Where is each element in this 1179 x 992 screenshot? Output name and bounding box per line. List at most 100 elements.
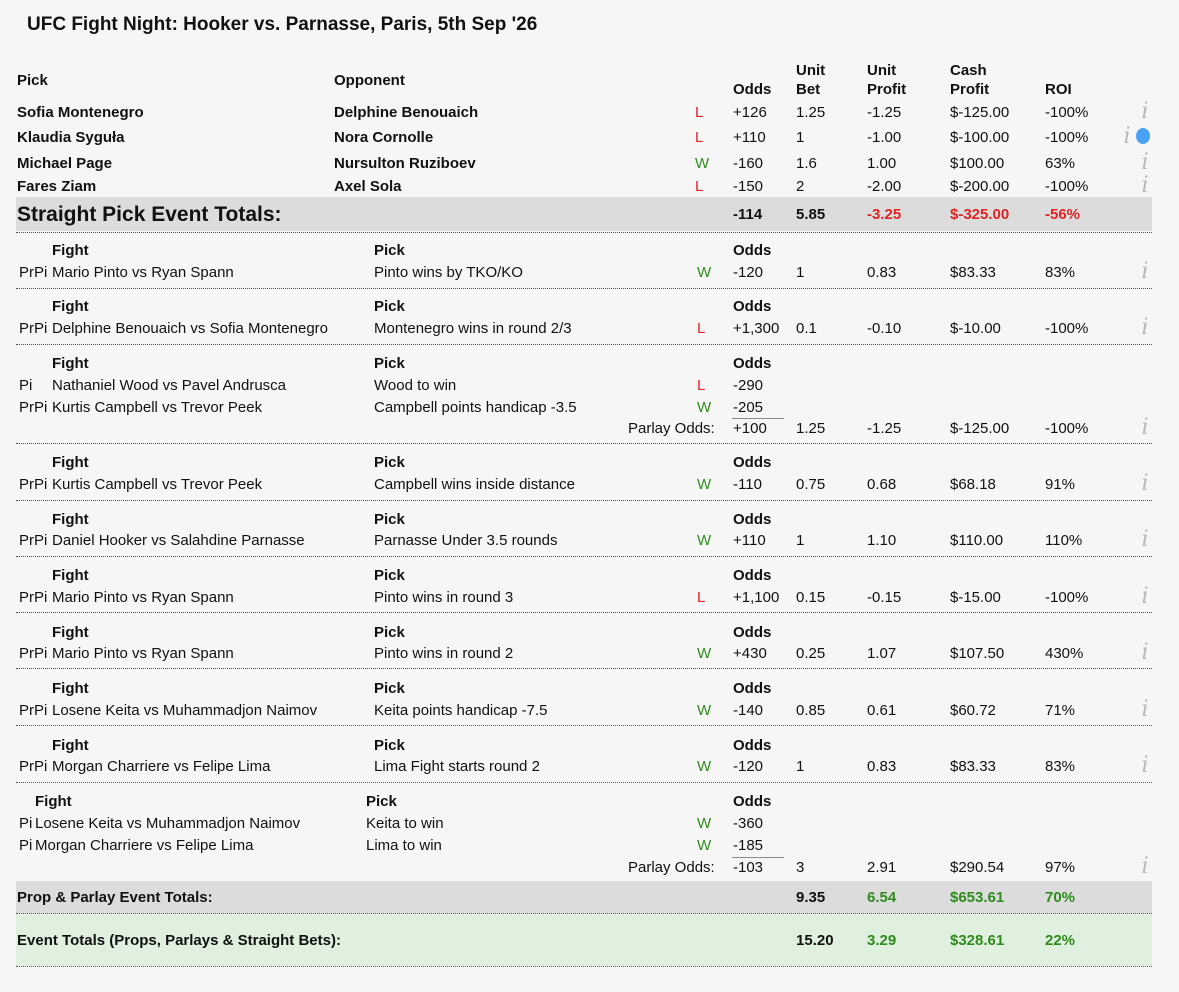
event-totals-unit-profit: 3.29 [867,932,897,949]
info-icon[interactable]: i [1123,124,1131,149]
odds-value: -360 [733,815,764,832]
result-badge: W [695,155,710,172]
result-badge: W [697,399,712,416]
info-icon[interactable]: i [1141,854,1149,879]
info-icon[interactable]: i [1141,99,1149,124]
info-icon[interactable]: i [1141,697,1149,722]
header-fight: Fight [52,567,89,584]
odds-value: +1,100 [733,589,780,606]
page-title: UFC Fight Night: Hooker vs. Parnasse, Pa… [27,14,538,35]
header-odds: Odds [733,737,772,754]
odds-value: -160 [733,155,764,172]
fight-name: Kurtis Campbell vs Trevor Peek [52,399,263,416]
info-bubble-icon[interactable] [1136,128,1150,144]
result-badge: W [697,476,712,493]
parlay-odds-underline [732,418,784,419]
parlay-odds-value: -103 [733,859,764,876]
header-fight: Fight [52,737,89,754]
roi-value: -100% [1045,320,1089,337]
header-odds: Odds [733,242,772,259]
header-cash-profit-1: Cash [950,62,987,79]
fight-name: Mario Pinto vs Ryan Spann [52,264,234,281]
info-icon[interactable]: i [1141,315,1149,340]
fight-name: Morgan Charriere vs Felipe Lima [35,837,254,854]
event-totals-bet: 15.20 [796,932,834,949]
header-fight: Fight [52,298,89,315]
roi-value: 83% [1045,758,1076,775]
roi-value: -100% [1045,589,1089,606]
header-pick: Pick [374,680,405,697]
info-icon[interactable]: i [1141,471,1149,496]
unit-bet-value: 1.25 [796,104,826,121]
header-pick: Pick [366,793,397,810]
info-icon[interactable]: i [1141,584,1149,609]
pick-description: Wood to win [374,377,457,394]
header-pick: Pick [374,454,405,471]
header-fight: Fight [52,355,89,372]
unit-profit-value: 0.83 [867,758,897,775]
fight-name: Nathaniel Wood vs Pavel Andrusca [52,377,287,394]
header-fight: Fight [52,624,89,641]
bet-type-tag: PrPi [19,399,48,416]
prop-totals-unit-profit: 6.54 [867,889,897,906]
unit-bet-value: 0.85 [796,702,826,719]
fight-name: Daniel Hooker vs Salahdine Parnasse [52,532,305,549]
header-roi: ROI [1045,81,1072,98]
straight-totals-label: Straight Pick Event Totals: [17,203,282,226]
roi-value: 110% [1045,532,1083,549]
header-odds: Odds [733,567,772,584]
straight-totals-cash-profit: $-325.00 [950,206,1010,223]
parlay-odds-underline [732,857,784,858]
event-totals-cash-profit: $328.61 [950,932,1005,949]
result-badge: W [697,815,712,832]
info-icon[interactable]: i [1141,527,1149,552]
header-odds: Odds [733,355,772,372]
unit-profit-value: -2.00 [867,178,902,195]
unit-bet-value: 3 [796,859,805,876]
fight-name: Morgan Charriere vs Felipe Lima [52,758,271,775]
odds-value: -110 [733,476,762,493]
result-badge: W [697,532,712,549]
straight-opponent-name: Delphine Benouaich [334,104,479,121]
header-cash-profit-2: Profit [950,81,990,98]
odds-value: +1,300 [733,320,780,337]
straight-pick-name: Klaudia Syguła [17,129,125,146]
straight-opponent-name: Axel Sola [334,178,402,195]
bet-type-tag: PrPi [19,589,48,606]
cash-profit-value: $110.00 [950,532,1004,549]
odds-value: +110 [733,532,766,549]
cash-profit-value: $290.54 [950,859,1005,876]
info-icon[interactable]: i [1141,415,1149,440]
bet-type-tag: PrPi [19,758,48,775]
row-divider [16,668,1152,669]
info-icon[interactable]: i [1141,753,1149,778]
straight-opponent-name: Nora Cornolle [334,129,434,146]
unit-bet-value: 0.25 [796,645,826,662]
odds-value: -185 [733,837,764,854]
prop-totals-bet: 9.35 [796,889,826,906]
roi-value: -100% [1045,104,1089,121]
header-odds: Odds [733,298,772,315]
row-divider [16,725,1152,726]
header-pick: Pick [374,567,405,584]
event-totals-band [16,914,1152,966]
bet-type-tag: PrPi [19,702,48,719]
cash-profit-value: $100.00 [950,155,1005,172]
header-pick: Pick [374,298,405,315]
header-pick: Pick [374,242,405,259]
unit-profit-value: 0.83 [867,264,897,281]
roi-value: 83% [1045,264,1076,281]
row-divider [16,232,1152,233]
roi-value: 430% [1045,645,1084,662]
header-pick: Pick [374,624,405,641]
info-icon[interactable]: i [1141,173,1149,198]
info-icon[interactable]: i [1141,150,1149,175]
header-odds: Odds [733,680,772,697]
cash-profit-value: $60.72 [950,702,996,719]
cash-profit-value: $-10.00 [950,320,1001,337]
result-badge: L [697,320,706,337]
bet-type-tag: PrPi [19,264,48,281]
unit-profit-value: -0.10 [867,320,902,337]
info-icon[interactable]: i [1141,640,1149,665]
info-icon[interactable]: i [1141,259,1149,284]
